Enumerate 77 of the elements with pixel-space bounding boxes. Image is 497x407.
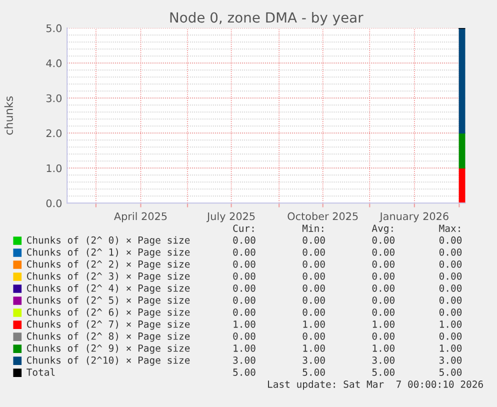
text: 1.00 [372, 320, 394, 328]
text: 0.00 [302, 272, 325, 280]
text: 0.00 [439, 272, 462, 280]
y-tick-label: 5.0 [46, 24, 62, 32]
text: 0.00 [439, 236, 462, 244]
text: 0.00 [302, 332, 325, 340]
text: 5.00 [302, 368, 325, 376]
text: 5.00 [233, 368, 256, 376]
text: 1.00 [440, 344, 462, 352]
text: 0.00 [372, 248, 394, 256]
legend-label: Chunks of (2^ 5) × Page size [27, 296, 190, 306]
text: 1.00 [234, 344, 256, 352]
text: 3.00 [302, 356, 325, 364]
chart-title: Node 0, zone DMA - by year [170, 12, 364, 26]
text: 0.00 [302, 284, 325, 292]
text: Avg: [372, 224, 393, 234]
text: 0.00 [439, 248, 462, 256]
text: 1.00 [372, 344, 394, 352]
text: 3.00 [233, 356, 256, 364]
text: 5.00 [439, 368, 462, 376]
x-tick-label: January 2026 [379, 212, 448, 222]
text: 0.00 [302, 248, 325, 256]
x-tick-label: October 2025 [288, 212, 358, 220]
text: 0.00 [439, 260, 462, 268]
legend-label: Chunks of (2^ 7) × Page size [27, 320, 190, 330]
y-axis-title: chunks [4, 96, 13, 135]
y-tick-label: 1.0 [46, 164, 62, 172]
text: 0.00 [302, 296, 325, 304]
legend-label: Chunks of (2^ 1) × Page size [27, 248, 190, 258]
text: 5.00 [372, 368, 394, 376]
text: 0.00 [372, 308, 394, 316]
text: 0.00 [233, 248, 256, 256]
text: 0.00 [302, 260, 325, 268]
text: 3.00 [439, 356, 462, 364]
text: Max: [439, 224, 460, 232]
legend-label: Total [26, 368, 55, 376]
text: 0.00 [439, 308, 462, 316]
x-tick-label: April 2025 [114, 212, 167, 222]
legend-label: Chunks of (2^ 3) × Page size [27, 272, 190, 282]
legend-label: Chunks of (2^ 9) × Page size [27, 344, 190, 354]
legend-label: Chunks of (2^ 6) × Page size [27, 308, 190, 318]
text: 0.00 [233, 296, 256, 304]
text: Min: [302, 224, 324, 232]
text: Cur: [233, 224, 254, 232]
legend-label: Chunks of (2^10) × Page size [27, 356, 190, 366]
text: 0.00 [372, 284, 394, 292]
text: 0.00 [233, 236, 256, 244]
text: 0.00 [233, 308, 256, 316]
text: 0.00 [302, 308, 325, 316]
text: 0.00 [372, 260, 394, 268]
text: 1.00 [303, 320, 325, 328]
text: 1.00 [303, 344, 325, 352]
text: 0.00 [372, 332, 394, 340]
text: Last update: Sat Mar 7 00:00:10 2026 [268, 380, 483, 390]
text: 0.00 [233, 272, 256, 280]
y-tick-label: 4.0 [46, 59, 62, 68]
y-tick-label: 2.0 [46, 129, 62, 138]
text: 3.00 [372, 356, 394, 364]
text: 0.00 [302, 236, 325, 244]
legend-label: Chunks of (2^ 0) × Page size [27, 236, 190, 246]
legend-label: Chunks of (2^ 2) × Page size [27, 260, 190, 270]
x-tick-label: July 2025 [206, 212, 255, 222]
text: 1.00 [234, 320, 256, 328]
legend-label: Chunks of (2^ 4) × Page size [27, 284, 190, 294]
text: 0.00 [233, 260, 256, 268]
text: 0.00 [233, 332, 256, 340]
text: 0.00 [439, 284, 462, 292]
legend-label: Chunks of (2^ 8) × Page size [27, 332, 190, 342]
y-tick-label: 0.0 [46, 199, 62, 208]
text: 0.00 [372, 296, 394, 304]
y-tick-label: 3.0 [46, 94, 62, 102]
text: 0.00 [439, 332, 462, 340]
text: 0.00 [372, 272, 394, 280]
text: 0.00 [233, 284, 256, 292]
text: 0.00 [372, 236, 394, 244]
text: 0.00 [439, 296, 462, 304]
text: 1.00 [440, 320, 462, 328]
